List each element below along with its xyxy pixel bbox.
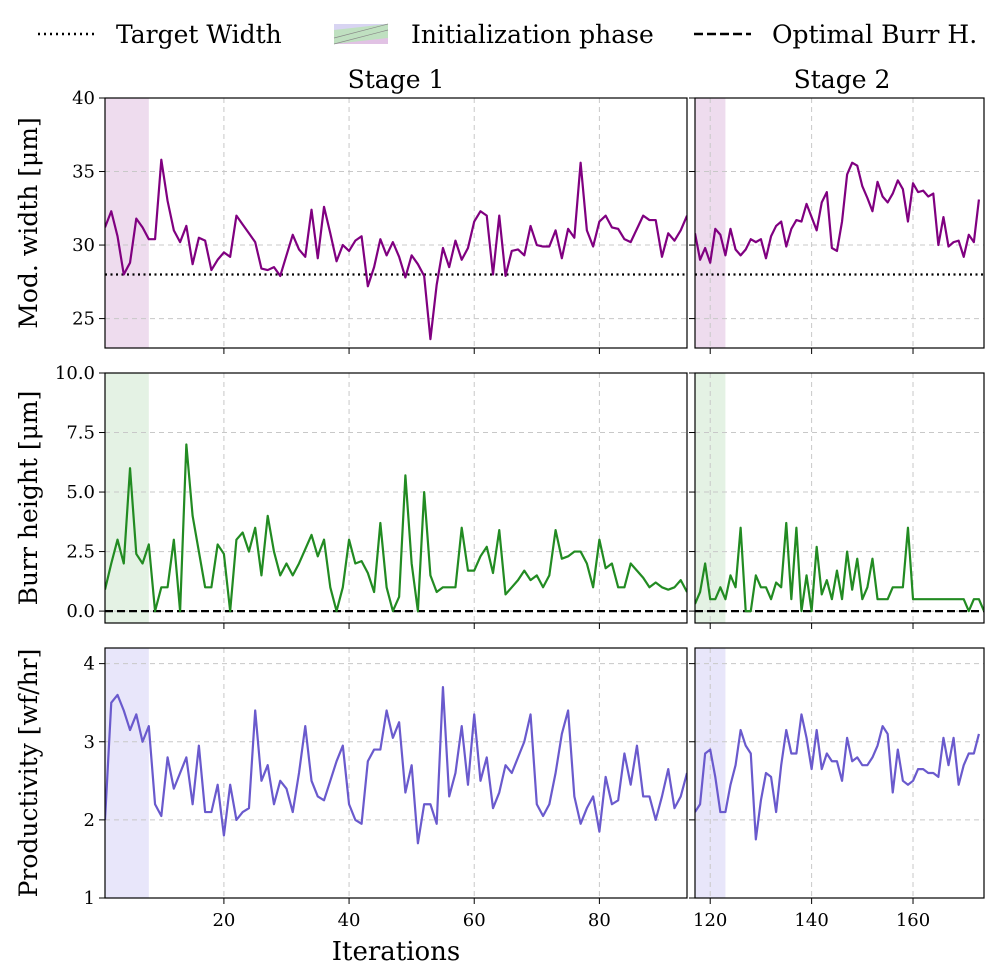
width-stage2-axes <box>689 97 985 354</box>
burr-stage2-series-line <box>695 521 984 613</box>
stage1-title: Stage 1 <box>348 65 445 94</box>
legend: Target Width Initialization phase Optima… <box>38 20 977 49</box>
productivity-ytick-label: 2 <box>84 810 95 831</box>
productivity-ytick-label: 3 <box>84 732 95 753</box>
productivity-stage2-frame <box>694 647 985 899</box>
burr-stage2-frame <box>694 372 985 624</box>
stage2-xtick-label: 140 <box>794 910 828 931</box>
productivity-ytick-label: 1 <box>84 888 95 909</box>
width-stage1-series-line <box>105 158 687 341</box>
ylabel-burr: Burr height [μm] <box>14 391 43 606</box>
burr-stage2-axes <box>689 372 985 629</box>
ylabel-productivity: Productivity [wf/hr] <box>14 649 43 898</box>
burr-stage1-axes: 0.0 2.5 5.0 7.5 10.0 <box>55 363 688 629</box>
burr-stage1-series-line <box>105 443 687 613</box>
productivity-stage1-frame <box>104 647 688 899</box>
stage1-xtick-label: 60 <box>463 910 486 931</box>
burr-ytick-label: 10.0 <box>55 363 95 384</box>
legend-init-phase-swatch <box>333 23 389 45</box>
burr-stage1-init-phase-band <box>105 373 149 623</box>
burr-ytick-label: 0.0 <box>66 601 95 622</box>
productivity-ytick-label: 4 <box>84 654 95 675</box>
width-ytick-label: 35 <box>72 162 95 183</box>
stage1-xtick-label: 80 <box>588 910 611 931</box>
productivity-stage1-init-phase-band <box>105 648 149 898</box>
width-ytick-label: 30 <box>72 235 95 256</box>
width-stage1-axes: 25 30 35 40 <box>72 88 688 354</box>
ylabel-width: Mod. width [μm] <box>14 117 43 329</box>
burr-stage1-frame <box>104 372 688 624</box>
stage1-xtick-label: 20 <box>212 910 235 931</box>
productivity-stage1-series-line <box>105 685 687 845</box>
productivity-stage2-series-line <box>695 713 980 841</box>
burr-ytick-label: 5.0 <box>66 482 95 503</box>
productivity-stage2-axes: 120 140 160 <box>689 647 985 931</box>
legend-optimal-burr-label: Optimal Burr H. <box>772 20 977 49</box>
legend-target-width-label: Target Width <box>116 20 282 49</box>
stage2-xtick-label: 120 <box>693 910 727 931</box>
width-ytick-label: 40 <box>72 88 95 109</box>
legend-init-phase-label: Initialization phase <box>411 20 654 49</box>
xlabel-iterations: Iterations <box>332 937 461 967</box>
stage2-xtick-label: 160 <box>896 910 930 931</box>
width-stage2-frame <box>694 97 985 349</box>
width-ytick-label: 25 <box>72 309 95 330</box>
width-stage1-frame <box>104 97 688 349</box>
productivity-stage1-axes: 1 2 3 4 20 40 60 80 <box>84 647 688 931</box>
burr-ytick-label: 2.5 <box>66 542 95 563</box>
stage1-xtick-label: 40 <box>338 910 361 931</box>
width-stage1-init-phase-band <box>105 98 149 348</box>
stage2-title: Stage 2 <box>794 65 891 94</box>
burr-ytick-label: 7.5 <box>66 423 95 444</box>
width-stage2-series-line <box>695 161 981 264</box>
